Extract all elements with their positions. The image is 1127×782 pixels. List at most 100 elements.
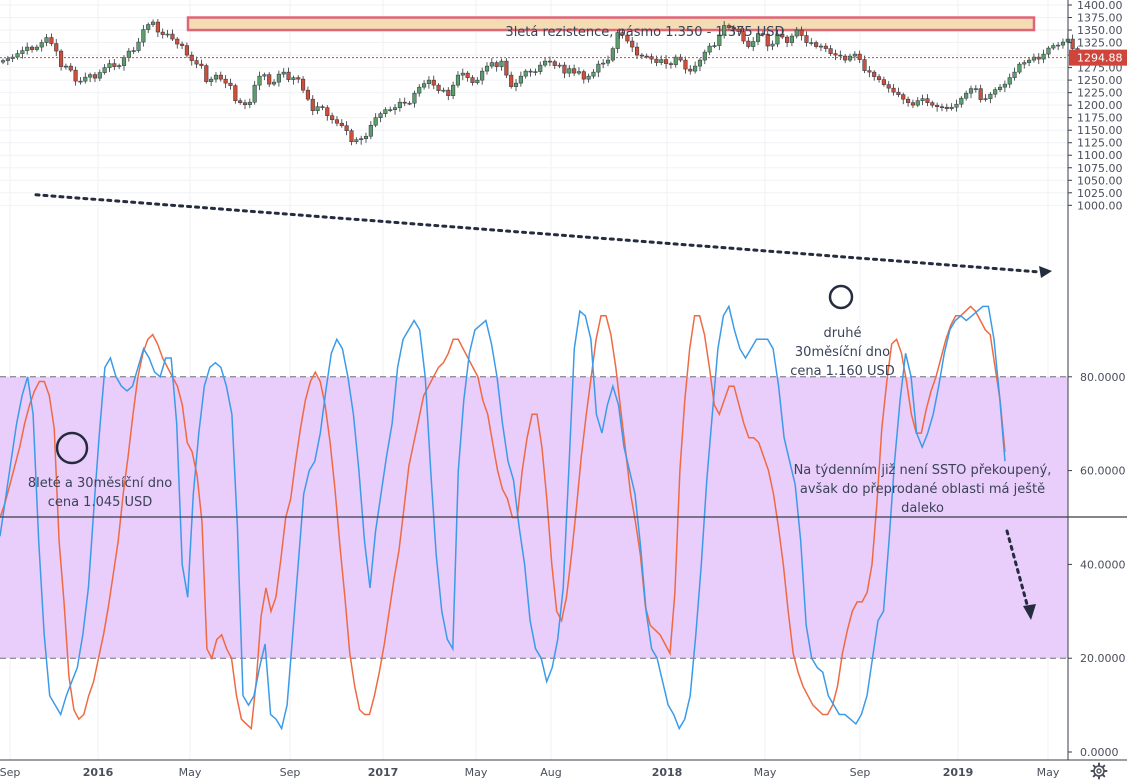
candle-body: [930, 102, 935, 106]
low2-line2: 30měsíční dno: [794, 345, 891, 360]
candle-body: [59, 50, 64, 67]
candle: [634, 42, 640, 60]
last-price-badge-bg: [1069, 49, 1127, 66]
candle-body: [920, 98, 925, 101]
gear-icon[interactable]: [1090, 762, 1108, 780]
candle-body: [857, 53, 862, 60]
time-tick-label: May: [179, 766, 202, 779]
candle: [126, 48, 131, 62]
candle: [809, 38, 814, 46]
candle-body: [997, 86, 1003, 90]
candle: [630, 37, 635, 53]
candle: [257, 71, 262, 91]
price-tick-label: 1100.00: [1077, 149, 1123, 162]
candle-body: [504, 60, 509, 76]
price-tick-label: 1125.00: [1077, 137, 1123, 150]
candle: [533, 68, 538, 76]
candle: [538, 61, 543, 75]
candle-body: [818, 45, 824, 48]
candle-body: [538, 64, 543, 72]
candle-body: [165, 33, 170, 36]
candle-body: [402, 101, 407, 104]
candle-body: [886, 84, 891, 89]
candle: [310, 95, 315, 116]
candle-body: [446, 89, 451, 96]
candle-body: [789, 35, 794, 43]
candle: [547, 56, 552, 67]
candle: [954, 99, 959, 112]
candle-body: [533, 71, 538, 73]
candle: [451, 81, 456, 100]
candle-body: [925, 98, 930, 103]
candle: [436, 83, 441, 94]
candle: [644, 53, 649, 59]
candle: [199, 59, 204, 69]
candle-body: [625, 34, 630, 42]
candle-body: [1017, 63, 1022, 73]
candle: [194, 56, 199, 69]
candle-body: [509, 74, 514, 87]
candle-body: [906, 98, 911, 103]
candle-body: [218, 74, 223, 80]
candle-body: [150, 21, 156, 25]
candle-body: [146, 24, 151, 30]
candle-body: [780, 33, 785, 38]
candle: [731, 25, 736, 35]
time-tick-label: May: [1037, 766, 1060, 779]
candle: [596, 60, 601, 78]
candle: [785, 35, 790, 48]
candle: [291, 75, 296, 85]
candle-body: [881, 79, 886, 85]
candle: [238, 98, 243, 105]
candle-body: [426, 79, 431, 84]
candle: [383, 107, 388, 118]
candle-body: [281, 71, 286, 75]
candle: [591, 69, 596, 79]
candle: [29, 45, 35, 53]
stoch-tick-label: 60.0000: [1080, 465, 1126, 478]
candle-body: [141, 29, 146, 43]
candle-body: [799, 29, 804, 36]
candle-body: [668, 63, 673, 65]
candle: [673, 54, 678, 68]
candle: [697, 58, 703, 72]
candle: [92, 72, 98, 83]
candle: [141, 25, 146, 47]
candle: [484, 62, 490, 75]
candle: [736, 26, 741, 36]
candle-body: [291, 77, 296, 80]
candle-body: [73, 69, 78, 82]
candle: [818, 43, 824, 52]
candle: [334, 116, 340, 127]
candle-body: [1051, 45, 1056, 49]
candle-body: [659, 59, 664, 63]
candle-body: [199, 63, 204, 66]
down-arrow: [1005, 529, 1036, 620]
candle: [509, 71, 514, 89]
candle: [838, 50, 843, 61]
candle-body: [939, 106, 945, 108]
candle: [136, 38, 141, 53]
candle-body: [944, 106, 949, 109]
candle: [915, 97, 920, 108]
price-tick-label: 1225.00: [1077, 87, 1123, 100]
low1-line1: 8leté a 30měsíční dno: [27, 476, 173, 491]
candle: [973, 85, 978, 93]
stochastic-lines: [0, 304, 1006, 731]
candle: [170, 29, 175, 42]
candle-body: [688, 68, 693, 72]
candle: [131, 47, 136, 55]
candle-body: [262, 74, 267, 77]
candle-body: [513, 82, 519, 87]
candle-body: [301, 78, 306, 91]
candle: [112, 59, 117, 71]
candle: [407, 101, 412, 106]
candle: [223, 75, 228, 89]
candle-body: [693, 65, 698, 72]
candle: [344, 121, 349, 136]
candle-body: [233, 85, 238, 101]
candle-body: [363, 135, 369, 139]
candle: [765, 31, 770, 52]
candle-body: [296, 77, 301, 80]
